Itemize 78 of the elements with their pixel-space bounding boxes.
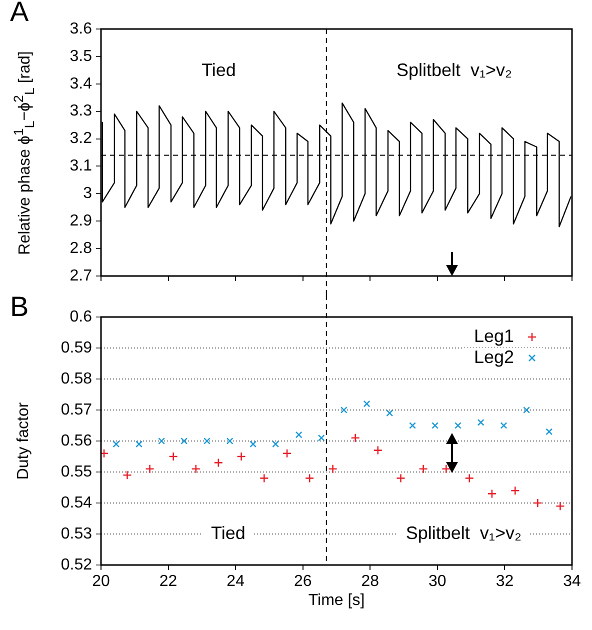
y-tick-label: 3.5 bbox=[70, 48, 92, 65]
y-tick-label: 3 bbox=[83, 185, 92, 202]
point bbox=[260, 474, 269, 483]
point bbox=[546, 428, 553, 436]
legend-label: Leg1 bbox=[474, 326, 514, 346]
point bbox=[203, 438, 210, 444]
point bbox=[282, 448, 292, 458]
point bbox=[145, 464, 154, 474]
point bbox=[432, 422, 439, 429]
x-tick-label: 32 bbox=[496, 573, 514, 590]
chart-title: A bbox=[10, 0, 29, 28]
y-tick-label: 3.1 bbox=[70, 158, 92, 175]
y-tick-label: 3.4 bbox=[70, 75, 92, 92]
annotation: Tied bbox=[210, 522, 246, 543]
point bbox=[386, 410, 394, 417]
point bbox=[409, 422, 416, 429]
x-tick-label: 28 bbox=[361, 573, 380, 590]
y-tick-label: 0.54 bbox=[60, 494, 92, 512]
y-tick-label: 0.52 bbox=[60, 556, 92, 574]
y-tick-label: 0.6 bbox=[70, 308, 92, 326]
point bbox=[180, 438, 188, 444]
annotation: Splitbelt v₁>v₂ bbox=[396, 60, 512, 80]
point bbox=[101, 448, 109, 458]
x-tick-label: 34 bbox=[563, 573, 581, 590]
point bbox=[363, 400, 370, 408]
point bbox=[350, 433, 360, 443]
point bbox=[226, 438, 234, 444]
point bbox=[523, 406, 530, 414]
x-tick-label: 30 bbox=[428, 573, 446, 590]
x-tick-label: 20 bbox=[92, 573, 110, 590]
y-tick-label: 3.6 bbox=[70, 20, 92, 38]
point bbox=[477, 418, 484, 426]
y-tick-label: 3.3 bbox=[70, 102, 92, 120]
point bbox=[304, 474, 314, 483]
point bbox=[295, 431, 302, 438]
annotation: Tied bbox=[202, 60, 236, 80]
point bbox=[236, 452, 246, 462]
point bbox=[340, 406, 348, 414]
y-tick-label: 2.9 bbox=[70, 212, 92, 230]
point bbox=[464, 474, 474, 483]
point bbox=[136, 440, 142, 448]
y-axis-title: Duty factor bbox=[15, 402, 33, 480]
point bbox=[214, 458, 224, 468]
point bbox=[168, 452, 178, 462]
y-tick-label: 0.56 bbox=[60, 432, 92, 450]
annotation: Splitbelt v₁>v₂ bbox=[406, 522, 522, 543]
point bbox=[191, 464, 201, 474]
point bbox=[373, 446, 383, 455]
point bbox=[318, 434, 325, 442]
x-tick-label: 22 bbox=[159, 573, 178, 590]
point bbox=[418, 464, 428, 474]
y-tick-label: 2.7 bbox=[70, 267, 92, 284]
y-tick-label: 0.55 bbox=[60, 463, 92, 480]
point bbox=[500, 422, 508, 429]
y-tick-label: 2.8 bbox=[70, 240, 92, 257]
point bbox=[112, 440, 120, 448]
y-tick-label: 0.58 bbox=[60, 370, 92, 388]
point bbox=[556, 501, 565, 511]
y-tick-label: 3.2 bbox=[70, 130, 92, 148]
point bbox=[158, 438, 166, 444]
point bbox=[272, 440, 280, 448]
point bbox=[510, 486, 520, 496]
point bbox=[454, 422, 462, 429]
chart-title: B bbox=[10, 291, 29, 323]
point bbox=[396, 474, 406, 483]
x-tick-label: 24 bbox=[226, 573, 245, 590]
legend-label: Leg2 bbox=[474, 346, 514, 367]
point bbox=[328, 464, 338, 474]
point bbox=[442, 464, 451, 474]
y-tick-label: 0.57 bbox=[60, 401, 92, 418]
x-axis-title: Time [s] bbox=[308, 592, 365, 609]
point bbox=[487, 489, 497, 498]
y-tick-label: 0.59 bbox=[60, 339, 92, 356]
point bbox=[250, 440, 257, 448]
point bbox=[122, 470, 132, 480]
point bbox=[533, 498, 542, 508]
y-tick-label: 0.53 bbox=[60, 525, 92, 542]
x-tick-label: 26 bbox=[294, 573, 312, 590]
